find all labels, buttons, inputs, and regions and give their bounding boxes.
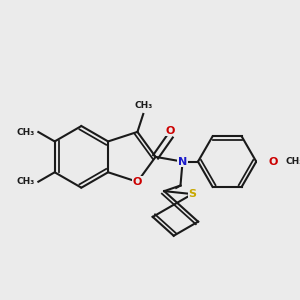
Text: O: O — [166, 126, 175, 136]
Text: S: S — [188, 189, 196, 199]
Text: CH₃: CH₃ — [17, 177, 35, 186]
Text: CH₃: CH₃ — [134, 101, 152, 110]
Text: CH₃: CH₃ — [17, 128, 35, 136]
Text: O: O — [133, 177, 142, 187]
Text: O: O — [269, 157, 278, 166]
Text: N: N — [178, 157, 187, 166]
Text: CH₃: CH₃ — [285, 157, 300, 166]
